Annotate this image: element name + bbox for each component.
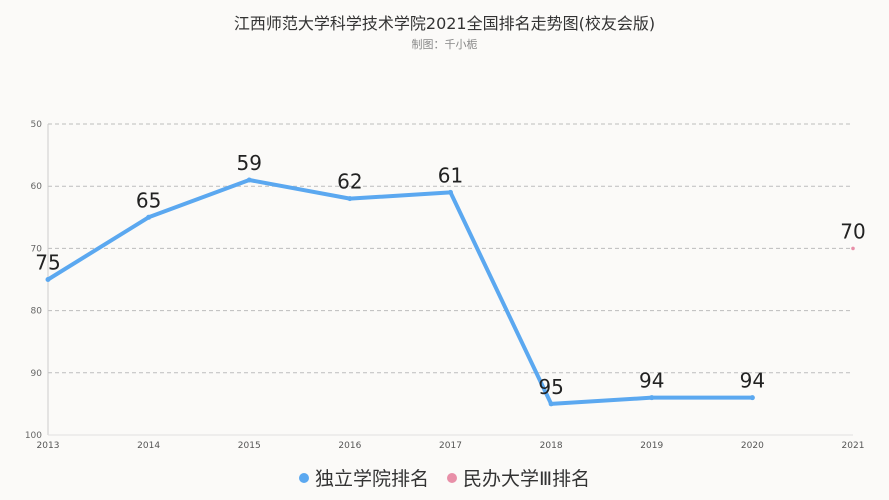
data-point [649,395,655,401]
x-tick-label: 2021 [842,441,865,451]
y-tick-label: 70 [31,244,43,254]
x-tick-label: 2020 [741,441,764,451]
data-label: 95 [538,375,563,399]
legend-swatch-series-2 [446,472,457,483]
y-tick-label: 90 [31,369,43,379]
data-point [347,196,353,202]
data-label: 75 [35,251,60,275]
x-tick-label: 2017 [439,441,462,451]
data-label: 59 [237,151,262,175]
data-point [749,395,755,401]
series-line [46,177,755,406]
data-point [246,177,252,183]
x-tick-label: 2018 [540,441,563,451]
data-label: 65 [136,188,161,212]
legend-item-series-1[interactable]: 独立学院排名 [298,464,429,491]
x-tick-label: 2016 [338,441,361,451]
data-point [851,246,855,251]
chart-title: 江西师范大学科学技术学院2021全国排名走势图(校友会版) [233,14,656,33]
data-label: 70 [840,219,865,243]
x-tick-label: 2019 [640,441,663,451]
chart-subtitle: 制图：千小栀 [411,38,478,51]
data-label: 61 [438,163,463,187]
data-label: 94 [740,369,765,393]
data-label: 94 [639,369,664,393]
data-point [548,401,554,407]
y-tick-label: 100 [25,431,42,441]
data-point [448,189,453,195]
y-tick-label: 80 [31,307,43,317]
legend-label-series-1: 独立学院排名 [314,468,429,490]
x-tick-label: 2013 [37,441,60,451]
legend-label-series-2: 民办大学Ⅲ排名 [462,468,591,490]
data-point [45,277,51,282]
y-tick-label: 50 [31,120,43,130]
data-label: 62 [337,170,362,194]
y-tick-label: 60 [31,182,43,192]
x-tick-label: 2014 [137,441,160,451]
x-tick-label: 2015 [238,441,261,451]
legend-swatch-series-1 [298,472,309,483]
chart-legend: 独立学院排名 民办大学Ⅲ排名 [0,464,889,491]
data-point [146,214,152,220]
legend-item-series-2[interactable]: 民办大学Ⅲ排名 [446,464,591,491]
